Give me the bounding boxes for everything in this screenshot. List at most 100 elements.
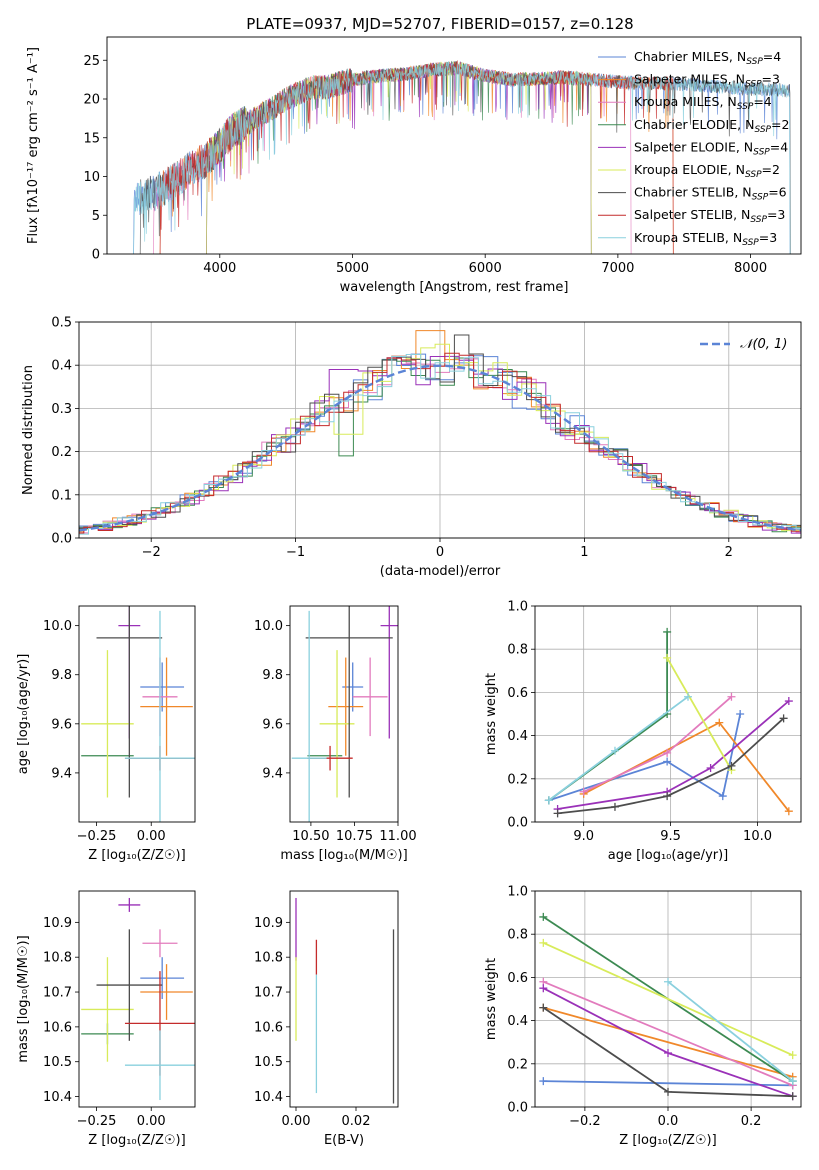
axes-frame bbox=[106, 36, 802, 255]
y-tick-label: 10.9 bbox=[43, 916, 72, 931]
y-tick-label: 10.5 bbox=[43, 1055, 72, 1070]
mass-weight-marker bbox=[784, 697, 793, 706]
mass-weight-marker bbox=[663, 653, 672, 662]
y-tick-label: 10.8 bbox=[43, 951, 72, 966]
y-axis-label: Flux [fλ10⁻¹⁷ erg cm⁻² s⁻¹ A⁻¹] bbox=[26, 47, 41, 244]
mass-weight-line bbox=[543, 1006, 793, 1078]
axes-frame bbox=[534, 890, 802, 1108]
x-axis-label: Z [log₁₀(Z/Z☉)] bbox=[619, 1133, 716, 1148]
legend-entry: Chabrier MILES, NSSP=4 bbox=[634, 49, 781, 67]
y-tick-label: 9.4 bbox=[51, 766, 72, 781]
axes-frame bbox=[289, 890, 399, 1108]
y-tick-label: 10.4 bbox=[254, 1090, 283, 1105]
mass-weight-marker bbox=[579, 787, 588, 796]
y-tick-label: 0.2 bbox=[507, 1057, 528, 1072]
mass-weight-marker bbox=[663, 748, 672, 757]
x-tick-label: −2 bbox=[142, 545, 161, 560]
mass-weight-marker bbox=[610, 802, 619, 811]
mass-weight-line bbox=[542, 980, 794, 1087]
y-tick-label: 0.8 bbox=[507, 643, 528, 658]
mass-weight-lines bbox=[539, 912, 797, 1101]
mass-weight-marker bbox=[736, 710, 745, 718]
residuals-legend: 𝒩(0, 1) bbox=[700, 337, 787, 352]
mass-weight-marker bbox=[788, 1051, 797, 1060]
x-tick-label: 4000 bbox=[203, 261, 236, 276]
x-axis-label: (data-model)/error bbox=[380, 564, 501, 579]
mass-weight-line bbox=[557, 700, 790, 810]
y-tick-label: 10.5 bbox=[254, 1055, 283, 1070]
mass-weight-marker bbox=[784, 807, 793, 816]
mass-weight-line bbox=[548, 631, 668, 802]
mass-weight-line bbox=[667, 980, 794, 1082]
legend-entry: Salpeter MILES, NSSP=3 bbox=[634, 72, 780, 90]
y-tick-label: 0.1 bbox=[51, 488, 72, 503]
axes-frame bbox=[289, 605, 399, 823]
y-tick-label: 0.3 bbox=[51, 402, 72, 417]
y-tick-label: 0.8 bbox=[507, 928, 528, 943]
errorbar-points bbox=[81, 897, 195, 1101]
y-axis-label: mass weight bbox=[484, 673, 499, 755]
mass-weight-marker bbox=[788, 1077, 797, 1086]
y-tick-label: 10 bbox=[83, 170, 100, 185]
spectrum-series-line bbox=[206, 61, 592, 254]
x-tick-label: 2 bbox=[725, 545, 733, 560]
x-tick-label: 11.00 bbox=[379, 829, 416, 844]
mass-weight-marker bbox=[664, 1087, 672, 1096]
x-tick-label: 8000 bbox=[734, 261, 767, 276]
y-tick-label: 10.7 bbox=[43, 986, 72, 1001]
x-tick-label: −0.25 bbox=[77, 829, 117, 844]
x-tick-label: 0.02 bbox=[342, 1114, 371, 1129]
legend-entry: Kroupa MILES, NSSP=4 bbox=[634, 94, 772, 112]
spectrum-lines bbox=[133, 59, 791, 254]
y-tick-label: 0.0 bbox=[507, 1101, 528, 1116]
mass-weight-marker bbox=[788, 1092, 797, 1101]
mass_vs_ebv-panel: 0.00 0.02 10.4 10.5 10.6 10.7 10.8 10.9 E(B-V) bbox=[254, 890, 399, 1148]
y-tick-label: 0.4 bbox=[507, 1014, 528, 1029]
mass-weight-marker bbox=[539, 1003, 548, 1012]
y-axis-label: mass weight bbox=[484, 958, 499, 1040]
axes-frame bbox=[78, 605, 196, 823]
legend-entry: Salpeter ELODIE, NSSP=4 bbox=[634, 139, 788, 157]
mass-weight-marker bbox=[544, 796, 553, 805]
mass-weight-marker bbox=[664, 977, 672, 986]
errorbar-points bbox=[81, 606, 195, 822]
x-tick-label: −1 bbox=[286, 545, 305, 560]
spectrum-panel: 4000 5000 6000 7000 8000 0 5 10 15 20 25 wavelength… bbox=[26, 36, 802, 295]
y-tick-label: 10.0 bbox=[254, 619, 283, 634]
mass-weight-marker bbox=[610, 746, 619, 755]
x-tick-label: 10.75 bbox=[336, 829, 373, 844]
mass-weight-lines bbox=[544, 627, 793, 818]
legend-entry: Kroupa ELODIE, NSSP=2 bbox=[634, 162, 780, 180]
errorbar-points bbox=[295, 897, 395, 1104]
y-tick-label: 9.4 bbox=[262, 766, 283, 781]
axes-frame bbox=[78, 890, 196, 1108]
panels: 4000 5000 6000 7000 80000510152025wavelength… bbox=[16, 36, 802, 1148]
x-tick-label: 7000 bbox=[601, 261, 634, 276]
y-axis-label: Normed distribution bbox=[21, 365, 36, 495]
mass_vs_Z-panel: −0.25 0.00 10.4 10.5 10.6 10.7 10.8 10.9 Z [log₁… bbox=[16, 890, 196, 1148]
x-axis-label: wavelength [Angstrom, rest frame] bbox=[340, 280, 569, 295]
y-tick-label: 0 bbox=[92, 248, 100, 263]
mass-weight-line bbox=[542, 941, 794, 1057]
y-tick-label: 20 bbox=[83, 93, 100, 108]
mass-weight-line bbox=[666, 657, 733, 771]
x-axis-label: mass [log₁₀(M/M☉)] bbox=[280, 848, 407, 863]
y-tick-label: 25 bbox=[83, 54, 100, 69]
errorbar-points bbox=[291, 606, 398, 822]
x-tick-label: 10.50 bbox=[292, 829, 329, 844]
spectrum-legend: Chabrier MILES, NSSP=4 Salpeter MILES, NS… bbox=[598, 49, 789, 248]
mass-weight-marker bbox=[539, 938, 548, 947]
x-axis-label: age [log₁₀(age/yr)] bbox=[608, 848, 729, 863]
histogram-series bbox=[79, 357, 801, 537]
y-tick-label: 15 bbox=[83, 131, 100, 146]
mass-weight-marker bbox=[539, 912, 548, 921]
legend-entry: Chabrier STELIB, NSSP=6 bbox=[634, 185, 787, 203]
y-tick-label: 10.7 bbox=[254, 986, 283, 1001]
spectrum-series-line bbox=[133, 61, 791, 254]
x-tick-label: 10.0 bbox=[743, 829, 772, 844]
x-tick-label: 0 bbox=[436, 545, 444, 560]
mass-weight-line bbox=[583, 696, 733, 793]
mass-weight-marker bbox=[663, 627, 672, 636]
x-axis-label: Z [log₁₀(Z/Z☉)] bbox=[88, 848, 185, 863]
legend-entry: 𝒩(0, 1) bbox=[740, 337, 787, 352]
